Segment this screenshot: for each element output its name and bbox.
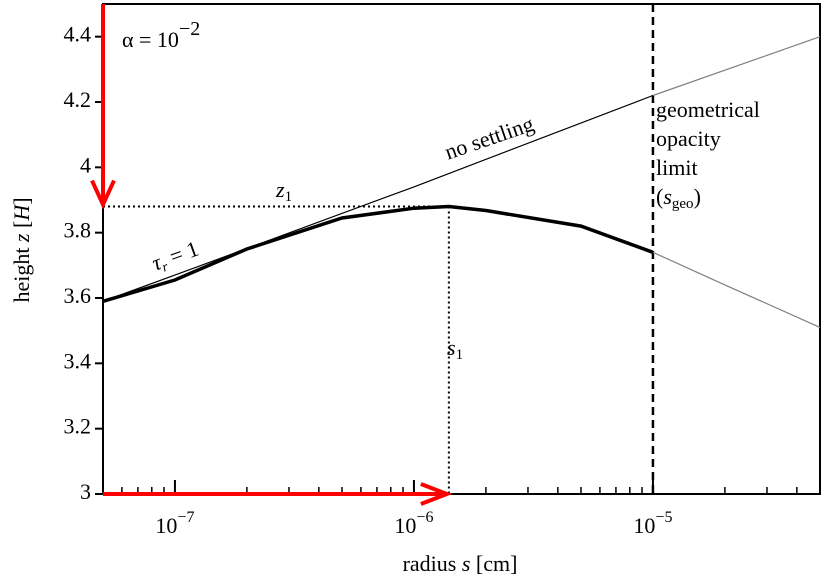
- y-tick-label: 3.4: [64, 348, 92, 373]
- sgeo-open: (: [656, 184, 663, 209]
- sgeo-text: s: [663, 184, 672, 209]
- z1-label: z1: [275, 177, 292, 205]
- curve: [102, 204, 654, 303]
- x-axis-label-part: radius: [403, 551, 462, 576]
- y-tick-label: 4.2: [64, 87, 92, 112]
- no-settling-label: no settling: [442, 111, 537, 165]
- y-tick-label: 3.2: [64, 414, 92, 439]
- tau-sub: r: [160, 260, 171, 276]
- curve: [102, 94, 654, 302]
- sgeo-close: ): [694, 184, 701, 209]
- s1-label: s1: [447, 335, 463, 363]
- x-tick-base: 10: [394, 513, 416, 538]
- s1-text: s: [447, 335, 456, 360]
- y-tick-label: 4: [80, 152, 91, 177]
- geo-label: opacity: [656, 126, 721, 151]
- tau-rest: = 1: [161, 236, 202, 271]
- curve: [652, 36, 821, 97]
- y-axis-label: height z [H]: [9, 197, 34, 302]
- plot-frame: [102, 3, 821, 495]
- alpha-text: α = 10: [122, 27, 179, 52]
- alpha-label: α = 10−2: [122, 18, 200, 52]
- x-tick-exponent: −5: [655, 509, 672, 526]
- z1-sub: 1: [285, 189, 293, 205]
- x-tick-exponent: −7: [177, 509, 194, 526]
- y-tick-label: 3.8: [64, 218, 92, 243]
- y-axis-label-part: height: [9, 242, 34, 303]
- s1-arrowhead: [420, 482, 453, 506]
- y-tick-label: 3: [80, 479, 91, 504]
- z1-arrowhead: [90, 179, 116, 210]
- y-axis-label-part: H: [9, 204, 34, 222]
- x-tick-label: 10−5: [633, 509, 672, 538]
- curve: [652, 251, 821, 328]
- y-tick-label: 4.4: [64, 22, 92, 47]
- y-axis-label-part: [: [9, 221, 34, 234]
- x-axis-label-part: [cm]: [470, 551, 517, 576]
- x-tick-label: 10−7: [155, 509, 194, 538]
- z1-text: z: [275, 177, 285, 202]
- geo-label: limit: [656, 155, 698, 180]
- geo-label: geometrical: [656, 97, 760, 122]
- x-axis-label: radius s [cm]: [403, 551, 518, 576]
- x-tick-base: 10: [155, 513, 177, 538]
- x-axis-label-part: s: [462, 551, 471, 576]
- s1-sub: 1: [456, 347, 464, 363]
- y-axis-label-part: z: [9, 233, 34, 243]
- sgeo-label: (sgeo): [656, 184, 701, 212]
- x-tick-base: 10: [633, 513, 655, 538]
- y-axis-label-part: ]: [9, 197, 34, 204]
- alpha-sup: −2: [179, 18, 200, 40]
- x-tick-exponent: −6: [416, 509, 433, 526]
- x-tick-label: 10−6: [394, 509, 433, 538]
- y-tick-label: 3.6: [64, 283, 92, 308]
- sgeo-sub: geo: [672, 196, 694, 212]
